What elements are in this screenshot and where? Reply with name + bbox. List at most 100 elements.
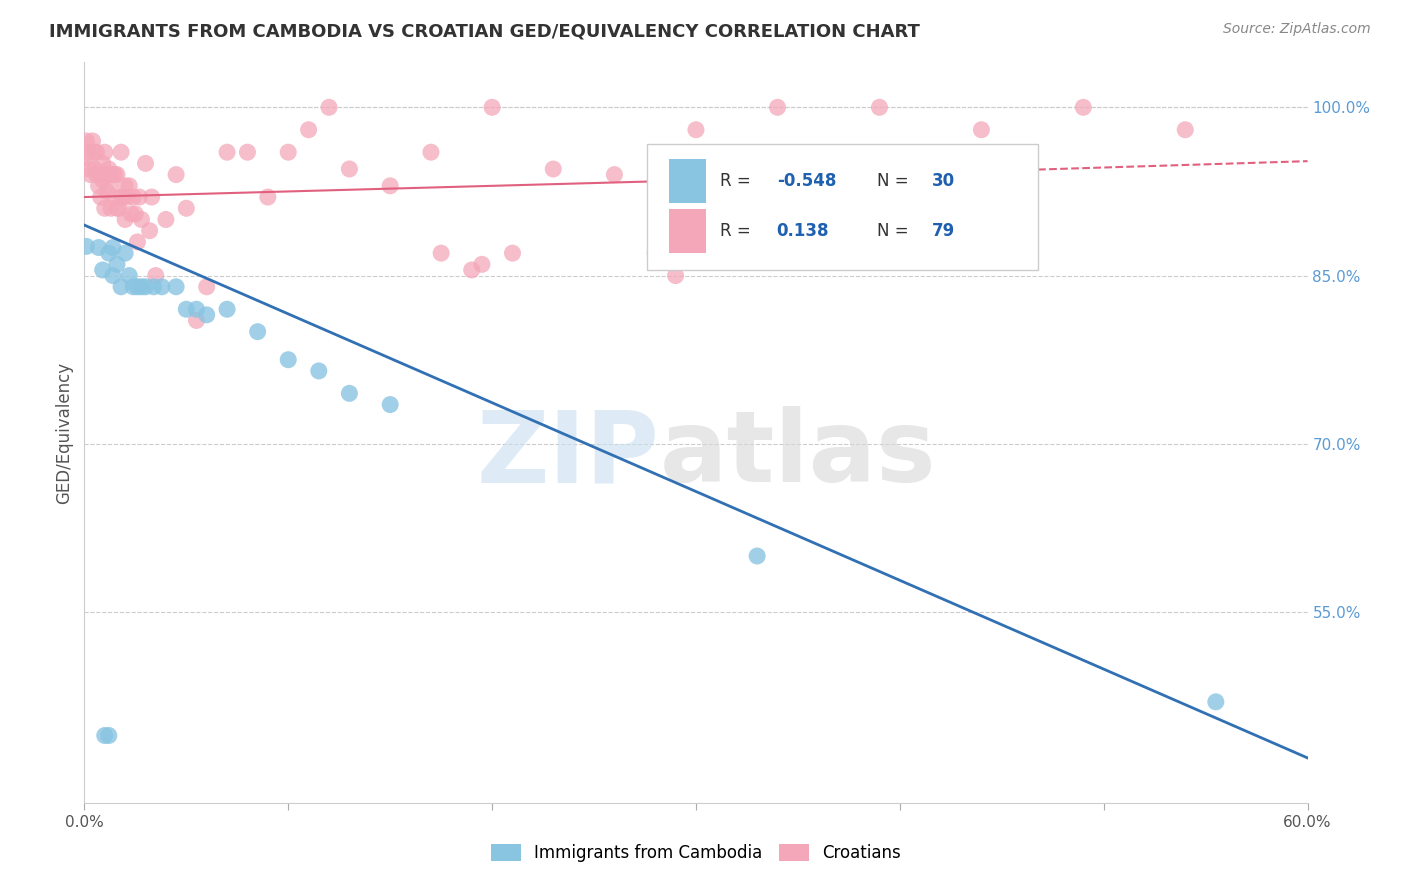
Text: 0.138: 0.138 bbox=[776, 222, 830, 240]
Text: R =: R = bbox=[720, 222, 756, 240]
Point bbox=[1073, 100, 1095, 114]
Point bbox=[90, 168, 112, 182]
Point bbox=[115, 190, 138, 204]
Point bbox=[380, 398, 402, 412]
Point bbox=[308, 364, 330, 378]
Point bbox=[257, 190, 280, 204]
Point bbox=[766, 240, 789, 255]
Point bbox=[96, 185, 118, 199]
FancyBboxPatch shape bbox=[647, 144, 1039, 269]
Point bbox=[165, 280, 187, 294]
Point bbox=[131, 212, 153, 227]
Point bbox=[420, 145, 443, 160]
Point bbox=[127, 280, 149, 294]
Point bbox=[217, 145, 239, 160]
Point bbox=[82, 134, 104, 148]
Point bbox=[97, 246, 120, 260]
Point bbox=[236, 145, 259, 160]
Point bbox=[118, 178, 141, 193]
Point bbox=[318, 100, 340, 114]
Point bbox=[747, 549, 769, 563]
Point bbox=[155, 212, 177, 227]
Text: R =: R = bbox=[720, 172, 756, 190]
Point bbox=[970, 122, 993, 136]
Point bbox=[142, 280, 165, 294]
Point bbox=[120, 207, 142, 221]
Point bbox=[127, 235, 149, 249]
Point bbox=[77, 145, 100, 160]
Point bbox=[105, 257, 128, 271]
Point bbox=[141, 190, 163, 204]
Point bbox=[108, 201, 131, 215]
Y-axis label: GED/Equivalency: GED/Equivalency bbox=[55, 361, 73, 504]
Text: atlas: atlas bbox=[659, 407, 936, 503]
Point bbox=[869, 100, 891, 114]
Point bbox=[79, 168, 101, 182]
Point bbox=[114, 246, 136, 260]
Point bbox=[75, 239, 97, 253]
Point bbox=[77, 161, 100, 176]
Point bbox=[93, 729, 115, 743]
Point bbox=[91, 156, 114, 170]
Point bbox=[93, 168, 115, 182]
Bar bbox=[669, 159, 706, 203]
Point bbox=[186, 302, 208, 317]
Point bbox=[217, 302, 239, 317]
Text: IMMIGRANTS FROM CAMBODIA VS CROATIAN GED/EQUIVALENCY CORRELATION CHART: IMMIGRANTS FROM CAMBODIA VS CROATIAN GED… bbox=[49, 22, 920, 40]
Bar bbox=[669, 209, 706, 253]
Point bbox=[128, 190, 150, 204]
Point bbox=[277, 145, 299, 160]
Point bbox=[502, 246, 524, 260]
Point bbox=[118, 268, 141, 283]
Point bbox=[114, 212, 136, 227]
Point bbox=[430, 246, 453, 260]
Point bbox=[75, 151, 97, 165]
Point bbox=[91, 263, 114, 277]
Point bbox=[97, 178, 120, 193]
Point bbox=[97, 161, 120, 176]
Point bbox=[339, 161, 361, 176]
Point bbox=[86, 168, 108, 182]
Text: ZIP: ZIP bbox=[477, 407, 659, 503]
Point bbox=[93, 145, 115, 160]
Point bbox=[471, 257, 494, 271]
Point bbox=[101, 168, 124, 182]
Point bbox=[100, 168, 122, 182]
Point bbox=[174, 201, 197, 215]
Point bbox=[83, 161, 105, 176]
Point bbox=[105, 201, 128, 215]
Point bbox=[93, 201, 115, 215]
Point bbox=[165, 168, 187, 182]
Point bbox=[603, 168, 626, 182]
Point bbox=[110, 190, 132, 204]
Point bbox=[124, 207, 146, 221]
Point bbox=[848, 235, 870, 249]
Point bbox=[75, 134, 97, 148]
Point bbox=[195, 280, 218, 294]
Text: Source: ZipAtlas.com: Source: ZipAtlas.com bbox=[1223, 22, 1371, 37]
Text: -0.548: -0.548 bbox=[776, 172, 837, 190]
Point bbox=[104, 190, 127, 204]
Point bbox=[135, 156, 157, 170]
Point bbox=[1205, 695, 1227, 709]
Point bbox=[339, 386, 361, 401]
Point bbox=[131, 280, 153, 294]
Point bbox=[195, 308, 218, 322]
Point bbox=[91, 173, 114, 187]
Point bbox=[138, 224, 160, 238]
Text: N =: N = bbox=[877, 222, 914, 240]
Point bbox=[114, 178, 136, 193]
Point bbox=[122, 280, 145, 294]
Point bbox=[110, 145, 132, 160]
Point bbox=[150, 280, 173, 294]
Point bbox=[665, 268, 688, 283]
Point bbox=[277, 352, 299, 367]
Legend: Immigrants from Cambodia, Croatians: Immigrants from Cambodia, Croatians bbox=[484, 837, 908, 869]
Point bbox=[122, 190, 145, 204]
Point bbox=[100, 201, 122, 215]
Point bbox=[174, 302, 197, 317]
Point bbox=[110, 280, 132, 294]
Text: 79: 79 bbox=[932, 222, 955, 240]
Point bbox=[87, 240, 110, 255]
Point bbox=[685, 122, 707, 136]
